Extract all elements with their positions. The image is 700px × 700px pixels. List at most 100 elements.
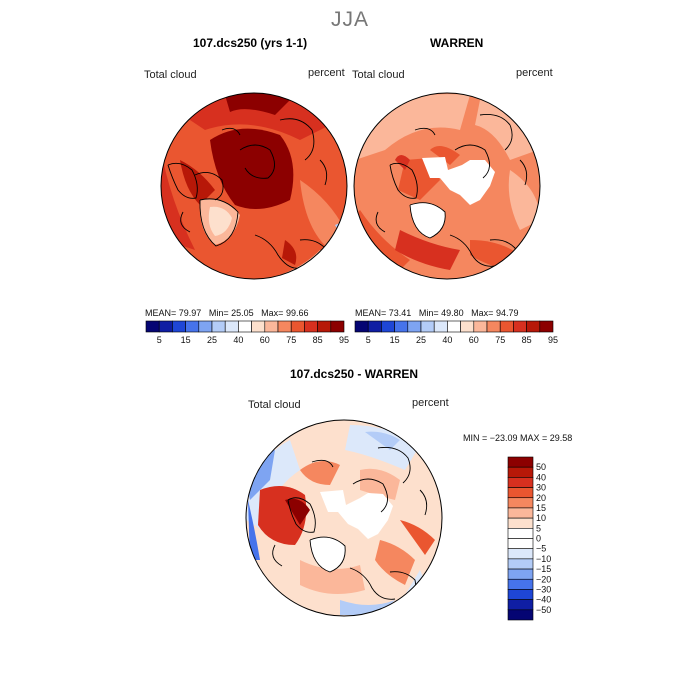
- colorbar3-tick-label: −5: [536, 544, 546, 554]
- colorbar3-tick-label: −15: [536, 564, 551, 574]
- colorbar3-tick-label: −20: [536, 574, 551, 584]
- colorbar-panel2: 5 15 25 40 60 75 85 95: [354, 320, 558, 345]
- colorbar1-swatch: [317, 320, 332, 333]
- colorbar1-tick-label: 15: [181, 335, 191, 345]
- panel3-units-label: percent: [412, 397, 449, 409]
- map2-border: [353, 92, 541, 280]
- colorbar3-tick-label: 30: [536, 483, 546, 493]
- colorbar1-swatch: [251, 320, 266, 333]
- colorbar3-tick-label: −30: [536, 584, 551, 594]
- colorbar1-tick-label: 25: [207, 335, 217, 345]
- panel2-mean-label: MEAN=: [355, 308, 387, 318]
- colorbar3-swatch: [507, 538, 534, 549]
- colorbar3-swatch: [507, 466, 534, 478]
- colorbar2-swatch: [407, 320, 422, 333]
- colorbar3-tick-label: 15: [536, 503, 546, 513]
- colorbar1-swatch: [185, 320, 200, 333]
- colorbar3-tick-label: −50: [536, 605, 551, 615]
- colorbar3-swatch: [507, 568, 534, 580]
- colorbar2-tick-label: 60: [469, 335, 479, 345]
- colorbar3-swatch: [507, 507, 534, 519]
- panel2-max-label: Max=: [471, 308, 494, 318]
- colorbar3-swatch: [507, 589, 534, 600]
- map3-missing-region: [310, 490, 393, 572]
- map3-coastlines: [272, 447, 428, 603]
- map3-border: [245, 419, 443, 617]
- colorbar3-swatch: [507, 477, 534, 488]
- panel2-mean-value: 73.41: [388, 308, 412, 318]
- colorbar3-swatch: [507, 548, 534, 560]
- colorbar1-swatch: [224, 320, 239, 333]
- colorbar3-swatch: [507, 578, 534, 590]
- panel3-variable-label: Total cloud: [248, 399, 301, 411]
- colorbar2-swatch: [526, 320, 541, 333]
- colorbar2-swatch: [433, 320, 448, 333]
- colorbar1-tick-label: 95: [339, 335, 349, 345]
- colorbar2-swatch: [486, 320, 501, 333]
- colorbar2-swatch: [513, 320, 527, 333]
- colorbar1-tick-label: 5: [157, 335, 162, 345]
- colorbar2-swatch: [447, 320, 461, 333]
- colorbar2-swatch: [354, 320, 369, 333]
- colorbar3-tick-label: 50: [536, 462, 546, 472]
- colorbar2-tick-label: 5: [366, 335, 371, 345]
- panel1-variable-label: Total cloud: [144, 69, 197, 81]
- season-title: JJA: [330, 8, 369, 31]
- colorbar2-swatch: [539, 320, 554, 333]
- panel2-variable-label: Total cloud: [352, 69, 405, 81]
- colorbar1-swatch: [264, 320, 279, 333]
- colorbar1-swatch: [290, 320, 305, 333]
- colorbar2-tick-label: 25: [416, 335, 426, 345]
- colorbar1-tick-label: 60: [260, 335, 270, 345]
- colorbar3-swatch: [507, 487, 534, 499]
- colorbar1-swatch: [238, 320, 252, 333]
- panel3-title: 107.dcs250 - WARREN: [290, 367, 419, 381]
- colorbar-panel1: 5 15 25 40 60 75 85 95: [145, 320, 349, 345]
- panel1-mean-value: 79.97: [178, 308, 202, 318]
- colorbar3-swatch: [507, 497, 534, 509]
- panel1-stats: MEAN= 79.97 Min= 25.05 Max= 99.66: [145, 308, 308, 318]
- colorbar2-swatch: [460, 320, 475, 333]
- panel1-units-label: percent: [308, 67, 345, 79]
- panel1-min-value: 25.05: [231, 308, 254, 318]
- colorbar3-swatch: [507, 517, 534, 529]
- colorbar1-tick-label: 40: [233, 335, 243, 345]
- panel2-units-label: percent: [516, 67, 553, 79]
- colorbar1-swatch: [145, 320, 160, 333]
- colorbar3-tick-label: 20: [536, 493, 546, 503]
- colorbar3-swatch: [507, 558, 534, 570]
- colorbar3-swatch: [507, 609, 534, 621]
- colorbar1-swatch: [172, 320, 186, 333]
- colorbar1-swatch: [304, 320, 318, 333]
- panel1-mean-label: MEAN=: [145, 308, 177, 318]
- panel2-max-value: 94.79: [495, 308, 519, 318]
- panel1-min-label: Min=: [208, 308, 229, 318]
- colorbar2-swatch: [381, 320, 395, 333]
- map2-obs-cloud: [354, 93, 540, 279]
- colorbar2-swatch: [473, 320, 488, 333]
- colorbar3-swatch: [507, 599, 534, 611]
- colorbar3-tick-label: 40: [536, 472, 546, 482]
- colorbar3-swatch: [507, 456, 534, 468]
- colorbar2-tick-label: 85: [522, 335, 532, 345]
- colorbar1-swatch: [330, 320, 345, 333]
- colorbar1-swatch: [198, 320, 213, 333]
- panel1-max-value: 99.66: [285, 308, 309, 318]
- map1-model-cloud: [161, 93, 347, 279]
- colorbar3-tick-label: 10: [536, 513, 546, 523]
- colorbar1-tick-label: 75: [286, 335, 296, 345]
- colorbar1-tick-label: 85: [313, 335, 323, 345]
- panel2-min-value: 49.80: [441, 308, 464, 318]
- colorbar1-swatch: [158, 320, 173, 333]
- panel1-max-label: Max=: [261, 308, 284, 318]
- colorbar3-tick-label: 0: [536, 534, 541, 544]
- map2-missing-region: [410, 157, 495, 238]
- map1-coastlines: [167, 118, 328, 271]
- colorbar3-swatch: [507, 528, 534, 539]
- panel2-min-label: Min=: [418, 308, 439, 318]
- colorbar2-swatch: [499, 320, 514, 333]
- panel2-stats: MEAN= 73.41 Min= 49.80 Max= 94.79: [355, 308, 518, 318]
- colorbar3-tick-label: −10: [536, 554, 551, 564]
